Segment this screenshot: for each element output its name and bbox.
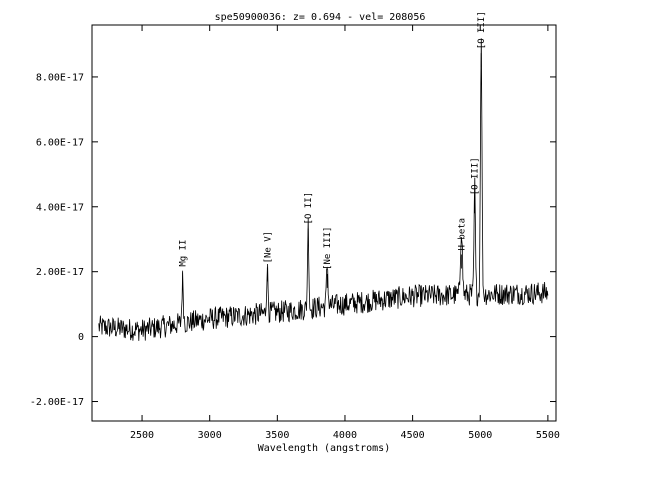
y-tick-label: 0 <box>78 332 84 343</box>
y-tick-label: 6.00E-17 <box>36 137 84 148</box>
y-tick-label: 2.00E-17 <box>36 267 84 278</box>
annotation-label: [Ne V] <box>263 231 273 264</box>
annotation-label: H beta <box>457 218 467 251</box>
annotation-label: [Ne III] <box>323 227 333 270</box>
series-group <box>98 38 549 341</box>
x-tick-label: 2500 <box>130 430 154 441</box>
annotation-label: [O III] <box>477 11 487 49</box>
plot-frame <box>91 24 557 422</box>
y-tick-label: 4.00E-17 <box>36 202 84 213</box>
chart-title: spe50900036: z= 0.694 - vel= 208056 <box>215 12 426 23</box>
annotation-label: [O II] <box>304 192 314 225</box>
annotation-label: [O III] <box>471 157 481 195</box>
y-tick-label: 8.00E-17 <box>36 72 84 83</box>
x-tick-label: 5000 <box>468 430 492 441</box>
x-tick-label: 3500 <box>265 430 289 441</box>
annotation-label: Mg II <box>179 240 189 267</box>
y-axis: -2.00E-17 0 2.00E-17 4.00E-17 6.00E-17 8.00E-… <box>30 72 556 408</box>
spectrum-line <box>98 38 549 341</box>
x-tick-label: 4500 <box>401 430 425 441</box>
line-annotations: Mg II [Ne V] [O II] [Ne III] H beta [O III] [O… <box>179 11 487 288</box>
y-tick-label: -2.00E-17 <box>30 397 84 408</box>
x-tick-label: 3000 <box>198 430 222 441</box>
x-tick-label: 5500 <box>536 430 560 441</box>
x-tick-label: 4000 <box>333 430 357 441</box>
x-axis-title: Wavelength (angstroms) <box>258 443 390 454</box>
x-axis: 2500 3000 3500 4000 4500 5000 5500 <box>130 25 560 441</box>
